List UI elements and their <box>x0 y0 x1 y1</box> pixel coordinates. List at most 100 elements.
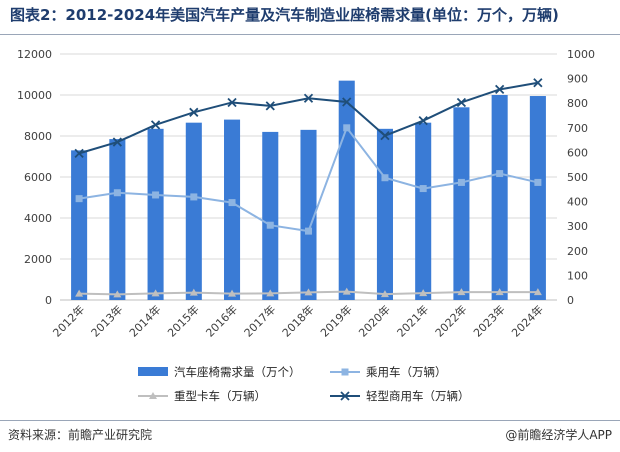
bar <box>453 107 470 300</box>
point-marker <box>189 288 198 296</box>
point-marker <box>534 178 542 186</box>
bar <box>224 119 241 300</box>
brand-note: @前瞻经济学人APP <box>505 428 612 442</box>
legend-label: 轻型商用车（万辆） <box>366 389 470 403</box>
chart: 0 2000 4000 6000 8000 10000 12000 0 100 200 300 40… <box>17 48 595 403</box>
x-tick-label: 2012年 <box>50 302 87 339</box>
legend-marker <box>149 392 157 399</box>
point-marker <box>75 195 83 203</box>
point-marker <box>112 137 122 147</box>
point-marker <box>533 288 542 296</box>
y-left-tick-label: 4000 <box>24 212 52 225</box>
y-right-tick-label: 100 <box>567 269 588 282</box>
bar <box>147 128 164 300</box>
y-right-tick-label: 900 <box>567 73 588 86</box>
bar <box>529 96 546 301</box>
bar <box>71 150 88 300</box>
y-right-tick-label: 300 <box>567 220 588 233</box>
point-marker <box>495 288 504 296</box>
x-tick-label: 2019年 <box>317 302 354 339</box>
y-right-tick-label: 500 <box>567 171 588 184</box>
x-axis: 2012年 2013年 2014年 2015年 2016年 2017年 2018年 2019年… <box>50 302 546 339</box>
y-right-tick-label: 200 <box>567 245 588 258</box>
x-tick-label: 2015年 <box>164 302 201 339</box>
bar-series <box>71 80 546 301</box>
bar <box>262 131 279 300</box>
point-marker <box>266 221 274 229</box>
point-marker <box>342 97 352 107</box>
x-tick-label: 2017年 <box>241 302 278 339</box>
page-title: 图表2：2012-2024年美国汽车产量及汽车制造业座椅需求量(单位：万个，万辆… <box>10 6 559 24</box>
y-right-tick-label: 0 <box>567 294 574 307</box>
bar <box>415 122 432 300</box>
point-marker <box>305 227 312 235</box>
y-axis-right: 0 100 200 300 400 500 600 700 800 900 1000 <box>567 48 595 307</box>
point-marker <box>457 178 465 186</box>
legend-marker <box>341 368 349 376</box>
legend-marker <box>340 391 350 401</box>
legend-label: 汽车座椅需求量（万个） <box>174 365 301 379</box>
legend: 汽车座椅需求量（万个） 乘用车（万辆） 重型卡车（万辆） 轻型商用车（万辆） <box>138 365 470 403</box>
bar <box>185 122 202 300</box>
y-right-tick-label: 700 <box>567 122 588 135</box>
point-marker <box>151 289 160 297</box>
x-tick-label: 2018年 <box>279 302 316 339</box>
point-marker <box>228 289 237 297</box>
point-marker <box>304 288 313 296</box>
x-tick-label: 2016年 <box>203 302 240 339</box>
point-marker <box>533 78 543 88</box>
point-marker <box>113 189 121 197</box>
y-axis-left: 0 2000 4000 6000 8000 10000 12000 <box>17 48 52 307</box>
bar <box>300 129 317 300</box>
y-left-tick-label: 0 <box>45 294 52 307</box>
point-marker <box>74 148 84 159</box>
bar <box>491 95 508 300</box>
point-marker <box>380 290 389 298</box>
point-marker <box>75 289 84 297</box>
point-marker <box>419 289 428 297</box>
source-note: 资料来源：前瞻产业研究院 <box>8 428 153 442</box>
x-tick-label: 2024年 <box>509 302 546 339</box>
point-marker <box>342 287 351 295</box>
y-right-tick-label: 600 <box>567 146 588 159</box>
y-left-tick-label: 2000 <box>24 253 52 266</box>
point-marker <box>343 124 351 132</box>
footer-divider <box>0 420 620 421</box>
y-left-tick-label: 8000 <box>24 130 52 143</box>
point-marker <box>265 101 275 111</box>
point-marker <box>419 185 427 193</box>
point-marker <box>418 116 428 126</box>
y-right-tick-label: 1000 <box>567 48 595 61</box>
bar <box>338 80 355 301</box>
y-right-tick-label: 400 <box>567 196 588 209</box>
bar <box>376 128 393 300</box>
legend-swatch <box>138 367 168 376</box>
y-left-tick-label: 6000 <box>24 171 52 184</box>
point-marker <box>150 120 161 130</box>
x-tick-label: 2013年 <box>88 302 125 339</box>
point-marker <box>495 84 505 95</box>
y-left-tick-label: 10000 <box>17 89 52 102</box>
x-tick-label: 2021年 <box>394 302 431 339</box>
line-series <box>74 78 543 298</box>
title-divider <box>0 34 620 35</box>
x-tick-label: 2020年 <box>356 302 393 339</box>
point-marker <box>190 193 198 201</box>
bar <box>109 139 126 300</box>
x-tick-label: 2022年 <box>432 302 469 339</box>
y-right-tick-label: 800 <box>567 97 588 110</box>
point-marker <box>228 199 236 207</box>
point-marker <box>381 174 389 182</box>
legend-label: 乘用车（万辆） <box>366 365 447 379</box>
legend-label: 重型卡车（万辆） <box>174 389 266 403</box>
point-marker <box>457 288 466 296</box>
x-tick-label: 2014年 <box>126 302 163 339</box>
point-marker <box>266 289 275 297</box>
point-marker <box>303 93 314 103</box>
point-marker <box>456 97 467 108</box>
point-marker <box>189 107 199 117</box>
point-marker <box>496 170 504 178</box>
x-tick-label: 2023年 <box>470 302 507 339</box>
point-marker <box>113 290 122 298</box>
y-left-tick-label: 12000 <box>17 48 52 61</box>
